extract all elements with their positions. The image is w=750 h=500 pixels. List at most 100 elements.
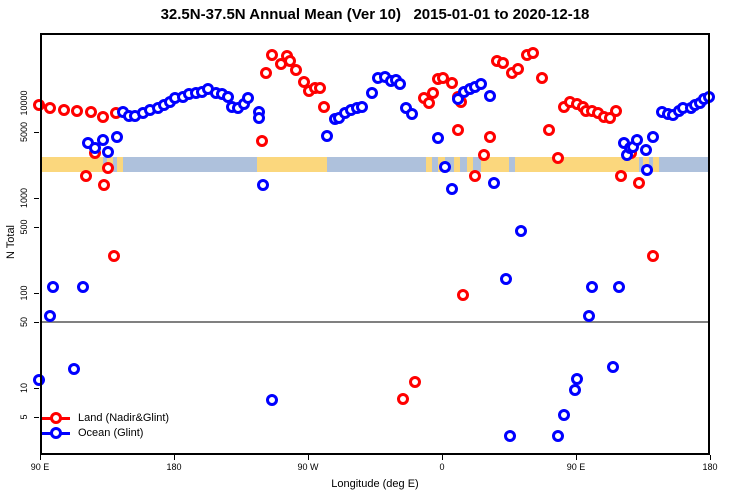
data-point-land [543, 124, 556, 137]
data-point-land [526, 46, 539, 59]
data-point-ocean [641, 164, 654, 177]
band-segment-ocean [638, 157, 643, 172]
data-point-land [84, 106, 97, 119]
data-point-land [610, 105, 623, 118]
y-tick [34, 131, 39, 133]
reference-line [40, 320, 710, 323]
x-tick-label: 90 E [566, 462, 586, 472]
data-point-land [422, 97, 435, 109]
y-tick-label: 100 [19, 285, 29, 301]
data-point-ocean [586, 280, 599, 293]
legend-label: Ocean (Glint) [78, 427, 144, 439]
data-point-ocean [571, 373, 584, 386]
data-point-ocean [647, 130, 660, 143]
x-tick-label: 180 [702, 462, 718, 472]
data-point-ocean [44, 310, 57, 323]
band-segment-land [514, 157, 639, 172]
data-point-ocean [613, 280, 626, 293]
data-point-land [108, 250, 121, 263]
data-point-ocean [483, 89, 496, 102]
data-point-land [98, 179, 111, 191]
data-point-ocean [504, 430, 517, 443]
data-point-ocean [702, 90, 715, 103]
data-point-ocean [474, 77, 487, 90]
data-point-land [80, 170, 93, 183]
data-point-ocean [111, 130, 124, 143]
data-point-ocean [89, 141, 102, 154]
data-point-land [255, 135, 268, 147]
y-tick [34, 321, 39, 323]
data-point-land [57, 104, 70, 117]
y-tick-label: 10000 [19, 90, 29, 116]
band-segment-ocean [659, 157, 710, 172]
x-tick [40, 455, 41, 460]
y-tick [34, 293, 39, 294]
band-segment-ocean [327, 157, 426, 172]
y-tick [34, 416, 39, 418]
data-point-land [102, 161, 115, 174]
y-tick-label: 500 [19, 219, 29, 235]
data-point-land [632, 176, 645, 189]
data-point-land [456, 289, 469, 302]
data-point-ocean [321, 129, 334, 142]
data-point-ocean [406, 108, 419, 121]
data-point-ocean [607, 361, 620, 374]
band-segment-land [480, 157, 509, 172]
data-point-ocean [366, 86, 379, 99]
data-point-ocean [252, 111, 265, 124]
data-point-ocean [438, 160, 451, 173]
band-segment-land [467, 157, 474, 172]
data-point-ocean [558, 408, 571, 421]
data-point-land [483, 130, 496, 143]
data-point-ocean [568, 384, 581, 397]
data-point-ocean [355, 100, 368, 113]
band-segment-land [425, 157, 432, 172]
band-segment-ocean [509, 157, 515, 172]
data-point-land [614, 170, 627, 183]
data-point-land [96, 111, 109, 124]
data-point-ocean [96, 134, 109, 147]
data-point-land [290, 63, 303, 76]
data-point-ocean [47, 280, 60, 293]
data-point-ocean [242, 91, 255, 104]
y-tick-label: 50 [19, 316, 29, 327]
y-tick-label: 5 [19, 414, 29, 420]
data-point-land [647, 250, 660, 263]
x-tick [710, 455, 711, 460]
data-point-land [535, 72, 548, 85]
band-segment-ocean [648, 157, 654, 172]
data-point-land [318, 100, 331, 113]
x-tick-label: 90 E [30, 462, 50, 472]
data-point-land [477, 148, 490, 161]
data-point-land [32, 99, 45, 112]
data-point-land [397, 392, 410, 405]
data-point-ocean [68, 362, 81, 375]
data-point-land [266, 49, 279, 61]
data-point-land [260, 66, 273, 79]
data-point-land [552, 151, 565, 164]
data-point-ocean [552, 430, 565, 443]
data-point-land [511, 62, 524, 75]
x-tick [442, 455, 443, 460]
legend-marker-circle-icon [50, 427, 62, 439]
band-segment-ocean [473, 157, 481, 172]
legend-label: Land (Nadir&Glint) [78, 412, 170, 424]
data-point-land [71, 105, 84, 118]
data-point-ocean [514, 224, 527, 237]
data-point-land [446, 77, 459, 90]
data-point-ocean [583, 310, 596, 323]
band-segment-ocean [123, 157, 258, 172]
data-point-ocean [77, 280, 90, 293]
legend-marker-circle-icon [50, 412, 62, 424]
band-segment-ocean [459, 157, 468, 172]
data-point-ocean [32, 374, 45, 387]
band-segment-land [653, 157, 660, 172]
band-segment-land [117, 157, 124, 172]
chart-title: 32.5N-37.5N Annual Mean (Ver 10) 2015-01… [160, 6, 590, 23]
data-point-ocean [266, 393, 279, 406]
y-tick-label: 5000 [19, 121, 29, 142]
band-segment-ocean [431, 157, 438, 172]
data-point-ocean [446, 182, 459, 195]
data-point-ocean [500, 273, 513, 286]
